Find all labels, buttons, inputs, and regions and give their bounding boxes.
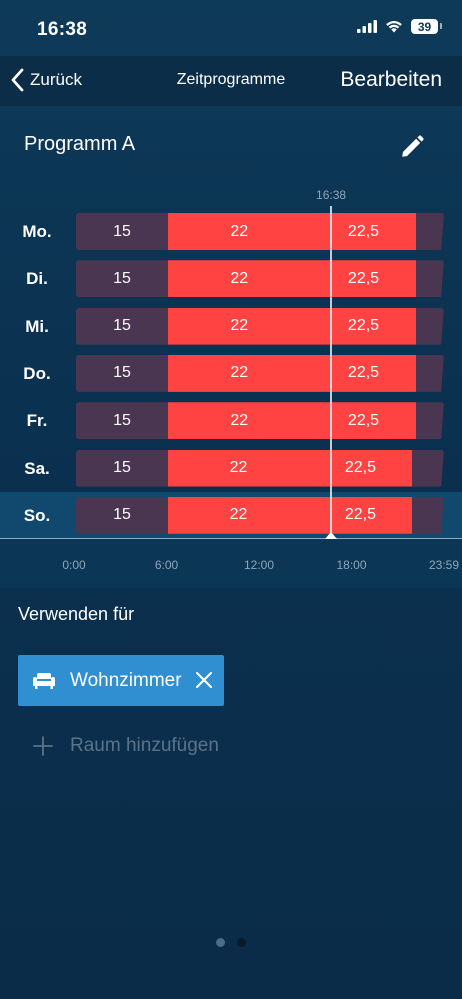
schedule-bar[interactable]: 15 22 22,5 [76, 213, 444, 250]
battery-icon: 39 [411, 19, 442, 34]
temperature-segment[interactable]: 15 [76, 307, 168, 345]
temperature-segment[interactable]: 22,5 [310, 402, 417, 440]
current-time-line [330, 206, 333, 538]
day-label: So. [23, 505, 51, 525]
current-time-caret-icon [325, 532, 338, 539]
temperature-segment[interactable] [411, 496, 444, 534]
temperature-segment[interactable]: 22 [168, 213, 311, 250]
temperature-segment[interactable]: 22,5 [309, 496, 412, 534]
add-room-button[interactable]: Raum hinzufügen [33, 735, 219, 757]
program-name: Programm A [24, 133, 136, 155]
temperature-segment[interactable]: 22,5 [310, 354, 417, 392]
schedule-bar[interactable]: 15 22 22,5 [76, 354, 444, 392]
temperature-segment[interactable]: 15 [76, 496, 168, 534]
temperature-segment[interactable] [411, 449, 444, 487]
edit-button[interactable]: Bearbeiten [340, 68, 442, 91]
day-label: Fr. [26, 411, 48, 431]
temperature-segment[interactable] [416, 354, 444, 392]
time-axis-tick: 23:59 [428, 558, 460, 572]
status-icons: 39 [357, 19, 442, 34]
time-axis-tick: 6:00 [154, 558, 179, 572]
day-label: Do. [23, 363, 51, 383]
sofa-icon [33, 672, 55, 689]
temperature-segment[interactable] [416, 213, 444, 250]
day-row[interactable]: Sa. 15 22 22,5 [0, 445, 462, 492]
temperature-segment[interactable] [416, 260, 444, 298]
day-label: Sa. [24, 458, 50, 478]
back-label: Zurück [30, 70, 82, 89]
wifi-icon [386, 21, 402, 33]
temperature-segment[interactable]: 22 [168, 449, 310, 487]
page-dot[interactable] [216, 938, 225, 947]
day-label: Mi. [25, 316, 49, 336]
temperature-segment[interactable]: 22 [168, 307, 311, 345]
chevron-left-icon [11, 68, 24, 92]
time-axis-tick: 18:00 [336, 558, 367, 572]
temperature-segment[interactable]: 22 [168, 496, 310, 534]
temperature-segment[interactable]: 22 [168, 354, 311, 392]
temperature-segment[interactable] [416, 402, 444, 440]
day-row[interactable]: So. 15 22 22,5 [0, 491, 462, 539]
schedule-bar[interactable]: 15 22 22,5 [76, 307, 444, 345]
plus-icon [33, 736, 53, 756]
schedule-bar[interactable]: 15 22 22,5 [76, 449, 444, 487]
time-axis-tick: 12:00 [243, 558, 275, 572]
page-title: Zeitprogramme [176, 71, 286, 88]
temperature-segment[interactable]: 15 [76, 354, 168, 392]
day-row[interactable]: Mi. 15 22 22,5 [0, 303, 462, 350]
temperature-segment[interactable] [416, 307, 444, 345]
temperature-segment[interactable]: 22 [168, 402, 311, 440]
navigation-bar: Zurück Zeitprogramme Bearbeiten [0, 56, 462, 106]
pencil-icon[interactable] [399, 134, 425, 160]
temperature-segment[interactable]: 15 [76, 449, 168, 487]
temperature-segment[interactable]: 22,5 [310, 213, 417, 250]
temperature-segment[interactable]: 15 [76, 260, 168, 298]
day-row[interactable]: Fr. 15 22 22,5 [0, 397, 462, 444]
temperature-segment[interactable]: 22 [168, 260, 311, 298]
close-icon[interactable] [194, 670, 214, 690]
temperature-segment[interactable]: 15 [76, 402, 168, 440]
day-row[interactable]: Do. 15 22 22,5 [0, 350, 462, 397]
time-axis [0, 539, 462, 588]
time-axis-tick: 0:00 [62, 558, 86, 572]
add-room-label: Raum hinzufügen [70, 735, 219, 756]
back-button[interactable]: Zurück [10, 68, 82, 92]
status-time: 16:38 [37, 19, 88, 40]
day-label: Di. [26, 269, 48, 289]
time-axis-line [0, 538, 462, 539]
temperature-segment[interactable]: 22,5 [309, 449, 412, 487]
day-label: Mo. [22, 222, 52, 241]
usage-section-title: Verwenden für [18, 604, 135, 624]
temperature-segment[interactable]: 15 [76, 213, 168, 250]
room-name: Wohnzimmer [70, 669, 182, 691]
room-chip[interactable]: Wohnzimmer [18, 655, 224, 706]
cellular-signal-icon [357, 20, 377, 33]
status-bar: 16:38 39 [0, 0, 462, 56]
page-indicator[interactable] [0, 938, 462, 947]
schedule-bar[interactable]: 15 22 22,5 [76, 402, 444, 440]
temperature-segment[interactable]: 22,5 [310, 260, 417, 298]
day-row[interactable]: Di. 15 22 22,5 [0, 255, 462, 302]
temperature-segment[interactable]: 22,5 [310, 307, 417, 345]
schedule-bar[interactable]: 15 22 22,5 [76, 260, 444, 298]
day-row[interactable]: Mo. 15 22 22,5 [0, 208, 462, 255]
schedule-bar[interactable]: 15 22 22,5 [76, 496, 444, 534]
current-time-label: 16:38 [316, 188, 347, 202]
page-dot[interactable] [237, 938, 246, 947]
